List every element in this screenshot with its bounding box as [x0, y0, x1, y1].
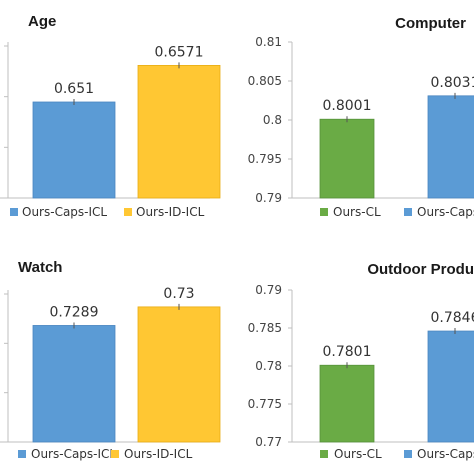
legend-label: Ours-Caps-ICL — [417, 205, 474, 219]
legend-label: Ours-Caps-ICL — [22, 205, 107, 219]
legend-label: Ours-Caps-ICL — [31, 447, 116, 461]
legend-swatch — [320, 208, 328, 216]
legend-swatch — [10, 208, 18, 216]
bar-2 — [137, 306, 221, 443]
legend-swatch — [320, 450, 328, 458]
legend-label: Ours-CL — [333, 205, 381, 219]
value-label-2: 0.8031 — [431, 75, 474, 91]
legend-swatch — [18, 450, 26, 458]
bar-2 — [427, 95, 474, 199]
legend-label: Ours-CL — [334, 447, 382, 461]
value-label-2: 0.6571 — [155, 44, 204, 60]
bar-1 — [32, 101, 116, 199]
chart-panel-1: Age 0.651 0.6571 Ours-Caps-ICL Ours-ID-ICL — [0, 13, 221, 219]
legend-swatch — [404, 208, 412, 216]
value-label-2: 0.73 — [163, 286, 194, 302]
chart-panel-4: Outdoor Produ 0.77 0.775 0.78 0.785 0.79 0.780… — [248, 261, 474, 461]
chart-panel-2: Computer 0.79 0.795 0.8 0.805 0.81 0.8001 0.803… — [248, 15, 474, 219]
y-tick-label: 0.8 — [263, 113, 282, 127]
bar-1 — [319, 118, 375, 199]
legend-label: Ours-ID-ICL — [124, 447, 193, 461]
y-tick-label: 0.79 — [255, 283, 282, 297]
chart-panel-3: Watch 0.7289 0.73 Ours-Caps-ICL Ours-ID-ICL — [0, 259, 221, 461]
chart-title: Watch — [18, 259, 62, 276]
bar-1 — [319, 364, 375, 443]
value-label-2: 0.7846 — [431, 310, 474, 326]
chart-title: Outdoor Produ — [367, 261, 474, 278]
chart-title: Age — [28, 13, 56, 30]
legend-swatch — [404, 450, 412, 458]
bar-1 — [32, 325, 116, 443]
value-label-1: 0.651 — [54, 81, 94, 97]
y-tick-label: 0.81 — [255, 35, 282, 49]
value-label-1: 0.7289 — [50, 304, 99, 320]
y-tick-label: 0.775 — [248, 397, 282, 411]
value-label-1: 0.8001 — [323, 98, 372, 114]
bar-2 — [427, 330, 474, 443]
y-tick-label: 0.78 — [255, 359, 282, 373]
legend-label: Ours-ID-ICL — [136, 205, 205, 219]
y-tick-label: 0.805 — [248, 74, 282, 88]
legend-swatch — [111, 450, 119, 458]
chart-title: Computer — [395, 15, 466, 32]
legend-swatch — [124, 208, 132, 216]
legend-label: Ours-Caps-ICL — [417, 447, 474, 461]
y-tick-label: 0.785 — [248, 321, 282, 335]
y-tick-label: 0.77 — [255, 435, 282, 449]
value-label-1: 0.7801 — [323, 344, 372, 360]
y-tick-label: 0.79 — [255, 191, 282, 205]
bar-2 — [137, 65, 221, 199]
y-tick-label: 0.795 — [248, 152, 282, 166]
